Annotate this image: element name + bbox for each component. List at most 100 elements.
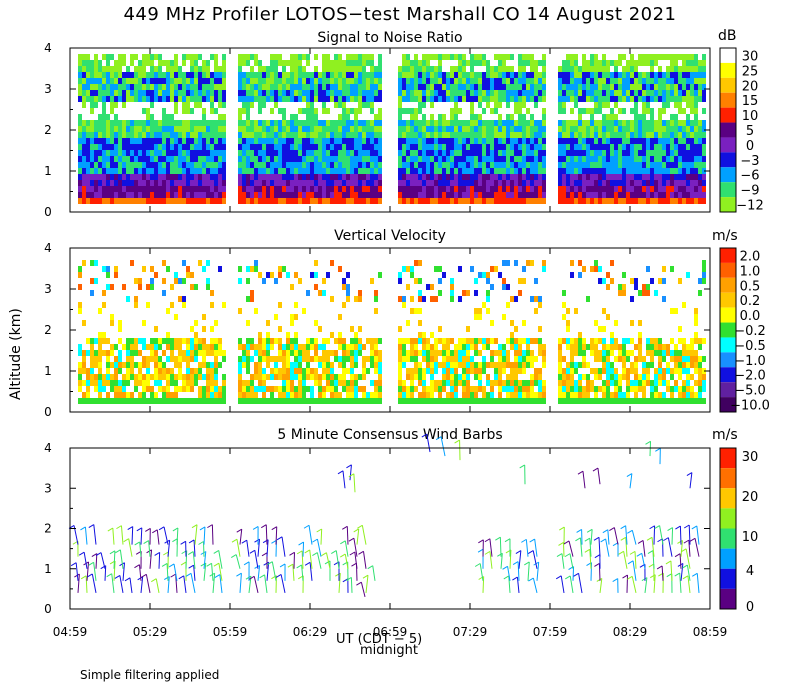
snr-cell [514,138,518,144]
snr-cell [150,186,154,192]
velocity-cell [518,380,522,386]
snr-cell [162,156,166,162]
snr-cell [82,186,86,192]
velocity-cell [242,398,246,404]
snr-cell [622,186,626,192]
snr-cell [602,132,606,138]
snr-cell [642,132,646,138]
snr-cell [522,60,526,66]
snr-cell [426,84,430,90]
snr-cell [470,138,474,144]
velocity-cell [702,356,706,362]
snr-cell [578,192,582,198]
snr-cell [526,96,530,102]
velocity-cell [338,398,342,404]
snr-cell [602,186,606,192]
snr-cell [330,198,334,204]
snr-cell [110,168,114,174]
velocity-cell [150,284,154,290]
velocity-cell [86,392,90,398]
velocity-cell [606,368,610,374]
velocity-cell [458,374,462,380]
snr-cell [242,120,246,126]
velocity-cell [146,356,150,362]
snr-cell [578,126,582,132]
snr-cell [302,120,306,126]
velocity-cell [102,380,106,386]
snr-cell [590,150,594,156]
velocity-cell [566,392,570,398]
velocity-cell [430,332,434,338]
velocity-cell [662,392,666,398]
velocity-cell [630,320,634,326]
snr-cell [598,132,602,138]
snr-cell [494,108,498,114]
snr-cell [90,174,94,180]
snr-cell [90,84,94,90]
snr-cell [194,180,198,186]
snr-cell [450,90,454,96]
snr-cell [642,90,646,96]
velocity-cell [398,272,402,278]
snr-cell [270,66,274,72]
snr-cell [206,84,210,90]
snr-cell [102,138,106,144]
snr-cell [310,192,314,198]
snr-cell [86,126,90,132]
snr-cell [318,96,322,102]
velocity-cell [442,338,446,344]
snr-cell [678,84,682,90]
snr-cell [578,132,582,138]
velocity-cell [122,362,126,368]
snr-cell [610,108,614,114]
snr-cell [506,114,510,120]
velocity-cell [142,356,146,362]
snr-cell [266,156,270,162]
snr-cell [514,132,518,138]
velocity-cell [350,380,354,386]
snr-cell [558,66,562,72]
velocity-cell [282,350,286,356]
velocity-cell [426,344,430,350]
velocity-cell [138,374,142,380]
velocity-cell [302,368,306,374]
snr-cell [482,78,486,84]
snr-cell [190,54,194,60]
velocity-cell [98,332,102,338]
snr-cell [462,66,466,72]
velocity-cell [630,362,634,368]
snr-cell [434,96,438,102]
velocity-cell [482,386,486,392]
velocity-cell [126,368,130,374]
velocity-cell [94,338,98,344]
velocity-cell [682,380,686,386]
snr-cell [650,156,654,162]
velocity-cell [430,350,434,356]
midnight-label: midnight [360,643,418,658]
snr-cell [398,90,402,96]
snr-cell [530,78,534,84]
snr-cell [618,96,622,102]
snr-cell [202,114,206,120]
velocity-cell [282,380,286,386]
snr-cell [258,168,262,174]
velocity-cell [626,374,630,380]
velocity-cell [474,374,478,380]
velocity-cell [410,380,414,386]
snr-cell [158,96,162,102]
velocity-cell [570,380,574,386]
snr-cell [262,102,266,108]
snr-cell [638,198,642,204]
snr-cell [414,138,418,144]
snr-cell [242,168,246,174]
snr-cell [214,198,218,204]
snr-cell [534,78,538,84]
snr-cell [642,186,646,192]
snr-cell [278,78,282,84]
snr-cell [538,156,542,162]
snr-cell [518,150,522,156]
wind-barb [95,553,98,569]
snr-cell [286,138,290,144]
snr-cell [166,138,170,144]
velocity-cell [258,386,262,392]
